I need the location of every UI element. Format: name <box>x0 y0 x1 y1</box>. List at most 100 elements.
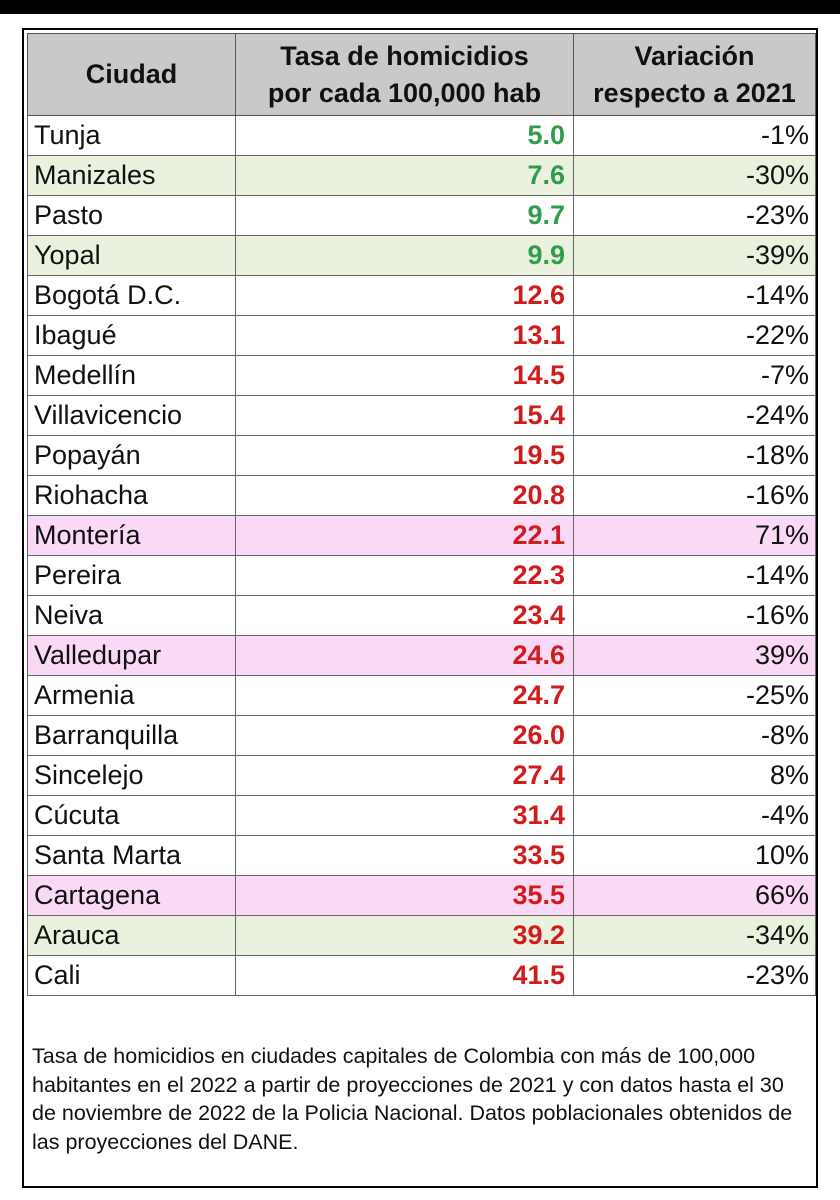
rate-cell: 39.2 <box>235 915 574 956</box>
city-cell: Cúcuta <box>27 795 236 836</box>
rate-cell: 23.4 <box>235 595 574 636</box>
city-cell: Neiva <box>27 595 236 636</box>
rate-cell: 22.1 <box>235 515 574 556</box>
variation-cell: -8% <box>573 715 816 756</box>
variation-cell: -14% <box>573 275 816 316</box>
rate-cell: 27.4 <box>235 755 574 796</box>
rate-cell: 24.6 <box>235 635 574 676</box>
city-cell: Arauca <box>27 915 236 956</box>
variation-cell: -24% <box>573 395 816 436</box>
variation-cell: -16% <box>573 595 816 636</box>
rate-cell: 31.4 <box>235 795 574 836</box>
rate-cell: 22.3 <box>235 555 574 596</box>
header-variation: Variación respecto a 2021 <box>573 33 816 116</box>
table-row: Sincelejo 27.4 8% <box>27 755 816 796</box>
table-row: Cúcuta 31.4 -4% <box>27 795 816 836</box>
rate-cell: 24.7 <box>235 675 574 716</box>
table-row: Arauca 39.2 -34% <box>27 915 816 956</box>
city-cell: Santa Marta <box>27 835 236 876</box>
city-cell: Riohacha <box>27 475 236 516</box>
variation-cell: -1% <box>573 115 816 156</box>
header-city: Ciudad <box>27 33 236 116</box>
table-row: Yopal 9.9 -39% <box>27 235 816 276</box>
city-cell: Popayán <box>27 435 236 476</box>
header-variation-line1: Variación <box>634 40 755 71</box>
table-row: Santa Marta 33.5 10% <box>27 835 816 876</box>
rate-cell: 13.1 <box>235 315 574 356</box>
variation-cell: -39% <box>573 235 816 276</box>
homicide-rate-table: Ciudad Tasa de homicidios por cada 100,0… <box>27 33 816 996</box>
city-cell: Manizales <box>27 155 236 196</box>
rate-cell: 9.7 <box>235 195 574 236</box>
table-row: Riohacha 20.8 -16% <box>27 475 816 516</box>
variation-cell: -34% <box>573 915 816 956</box>
variation-cell: -16% <box>573 475 816 516</box>
table-row: Armenia 24.7 -25% <box>27 675 816 716</box>
variation-cell: -18% <box>573 435 816 476</box>
variation-cell: -23% <box>573 195 816 236</box>
city-cell: Villavicencio <box>27 395 236 436</box>
rate-cell: 9.9 <box>235 235 574 276</box>
city-cell: Pasto <box>27 195 236 236</box>
variation-cell: 66% <box>573 875 816 916</box>
city-cell: Ibagué <box>27 315 236 356</box>
table-body: Tunja 5.0 -1% Manizales 7.6 -30% Pasto 9.7 -23% Y… <box>27 115 816 996</box>
rate-cell: 5.0 <box>235 115 574 156</box>
header-row: Ciudad Tasa de homicidios por cada 100,0… <box>27 33 816 116</box>
header-rate-line2: por cada 100,000 hab <box>267 77 542 108</box>
table-row: Medellín 14.5 -7% <box>27 355 816 396</box>
rate-cell: 15.4 <box>235 395 574 436</box>
city-cell: Cartagena <box>27 875 236 916</box>
footnote: Tasa de homicidios en ciudades capitales… <box>32 1044 793 1154</box>
table-row: Villavicencio 15.4 -24% <box>27 395 816 436</box>
variation-cell: -22% <box>573 315 816 356</box>
city-cell: Montería <box>27 515 236 556</box>
variation-cell: 10% <box>573 835 816 876</box>
table-row: Bogotá D.C. 12.6 -14% <box>27 275 816 316</box>
city-cell: Medellín <box>27 355 236 396</box>
rate-cell: 12.6 <box>235 275 574 316</box>
city-cell: Pereira <box>27 555 236 596</box>
variation-cell: -25% <box>573 675 816 716</box>
header-variation-line2: respecto a 2021 <box>593 77 796 108</box>
variation-cell: -23% <box>573 955 816 996</box>
top-black-bar <box>0 0 840 14</box>
table-row: Pereira 22.3 -14% <box>27 555 816 596</box>
city-cell: Valledupar <box>27 635 236 676</box>
rate-cell: 35.5 <box>235 875 574 916</box>
city-cell: Armenia <box>27 675 236 716</box>
table-row: Valledupar 24.6 39% <box>27 635 816 676</box>
city-cell: Tunja <box>27 115 236 156</box>
city-cell: Sincelejo <box>27 755 236 796</box>
table-row: Cartagena 35.5 66% <box>27 875 816 916</box>
rate-cell: 41.5 <box>235 955 574 996</box>
header-city-label: Ciudad <box>85 59 178 89</box>
city-cell: Barranquilla <box>27 715 236 756</box>
table-row: Pasto 9.7 -23% <box>27 195 816 236</box>
header-rate-line1: Tasa de homicidios <box>280 40 529 71</box>
variation-cell: 39% <box>573 635 816 676</box>
table-row: Cali 41.5 -23% <box>27 955 816 996</box>
variation-cell: 71% <box>573 515 816 556</box>
rate-cell: 19.5 <box>235 435 574 476</box>
table-frame: Ciudad Tasa de homicidios por cada 100,0… <box>22 28 818 1188</box>
rate-cell: 33.5 <box>235 835 574 876</box>
table-row: Tunja 5.0 -1% <box>27 115 816 156</box>
table-row: Neiva 23.4 -16% <box>27 595 816 636</box>
table-row: Manizales 7.6 -30% <box>27 155 816 196</box>
table-row: Barranquilla 26.0 -8% <box>27 715 816 756</box>
city-cell: Bogotá D.C. <box>27 275 236 316</box>
header-rate: Tasa de homicidios por cada 100,000 hab <box>235 33 574 116</box>
variation-cell: -7% <box>573 355 816 396</box>
table-row: Montería 22.1 71% <box>27 515 816 556</box>
city-cell: Cali <box>27 955 236 996</box>
rate-cell: 26.0 <box>235 715 574 756</box>
variation-cell: -30% <box>573 155 816 196</box>
table-row: Ibagué 13.1 -22% <box>27 315 816 356</box>
city-cell: Yopal <box>27 235 236 276</box>
rate-cell: 14.5 <box>235 355 574 396</box>
variation-cell: -4% <box>573 795 816 836</box>
table-row: Popayán 19.5 -18% <box>27 435 816 476</box>
variation-cell: -14% <box>573 555 816 596</box>
rate-cell: 7.6 <box>235 155 574 196</box>
